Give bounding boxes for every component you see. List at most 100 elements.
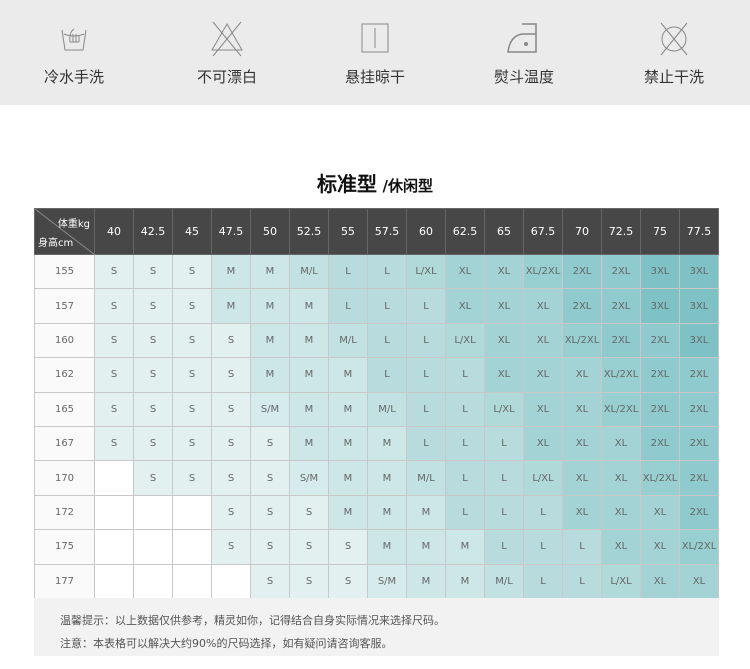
size-cell: [172, 529, 212, 565]
size-cell: L: [367, 253, 407, 290]
size-cell: S: [289, 494, 329, 531]
size-cell: S/M: [367, 563, 407, 599]
footer-notes: 温馨提示：以上数据仅供参考，精灵如你，记得结合自身实际情况来选择尺码。 注意：本…: [34, 598, 719, 656]
weight-header: 72.5: [601, 208, 641, 255]
hand-wash-icon: [61, 28, 87, 51]
size-cell: S: [94, 391, 134, 427]
size-cell: XL: [601, 494, 641, 531]
size-cell: XL: [601, 460, 641, 496]
size-cell: M: [289, 357, 329, 393]
size-cell: XL: [640, 529, 680, 565]
size-cell: M: [367, 494, 407, 531]
size-cell: 2XL: [562, 253, 602, 290]
size-cell: S: [94, 425, 134, 462]
size-cell: 2XL: [679, 425, 719, 462]
size-cell: L: [445, 460, 485, 496]
size-cell: M: [406, 529, 446, 565]
size-cell: M: [406, 563, 446, 599]
weight-header: 57.5: [367, 208, 407, 255]
size-cell: S: [250, 460, 290, 496]
size-cell: S: [328, 529, 368, 565]
size-cell: S/M: [289, 460, 329, 496]
size-cell: S: [172, 357, 212, 393]
size-cell: M: [289, 391, 329, 427]
size-cell: M: [250, 322, 290, 359]
size-cell: XL: [484, 288, 524, 324]
size-cell: M: [328, 460, 368, 496]
weight-header: 50: [250, 208, 290, 255]
size-cell: M: [289, 288, 329, 324]
size-cell: XL: [523, 288, 563, 324]
size-cell: XL: [484, 357, 524, 393]
size-cell: S: [250, 425, 290, 462]
size-cell: [94, 494, 134, 531]
height-cell: 167: [34, 425, 95, 462]
size-cell: S: [172, 460, 212, 496]
size-cell: 2XL: [640, 357, 680, 393]
size-cell: M: [328, 357, 368, 393]
weight-header: 60: [406, 208, 446, 255]
size-cell: L: [367, 288, 407, 324]
size-cell: M: [445, 529, 485, 565]
weight-header: 77.5: [679, 208, 719, 255]
size-cell: S: [133, 460, 173, 496]
size-cell: S: [250, 529, 290, 565]
table-row: 165 S S S S S/M M M M/L L L L/XL XL XL XL/2XL 2XL 2XL: [34, 391, 719, 427]
size-cell: L: [406, 425, 446, 462]
weight-header: 70: [562, 208, 602, 255]
care-instructions-bar: 冷水手洗 不可漂白 悬挂晾干 熨斗温度 禁止干洗: [0, 0, 750, 105]
size-cell: 2XL: [562, 288, 602, 324]
size-cell: S: [94, 357, 134, 393]
height-cell: 177: [34, 563, 95, 599]
size-cell: M: [289, 322, 329, 359]
no-bleach-icon: [211, 21, 243, 57]
size-cell: 2XL: [601, 253, 641, 290]
height-cell: 175: [34, 529, 95, 565]
size-cell: [133, 494, 173, 531]
size-cell: XL/2XL: [562, 322, 602, 359]
title-sub: /休闲型: [382, 177, 434, 195]
size-cell: 3XL: [679, 288, 719, 324]
size-cell: 2XL: [640, 322, 680, 359]
size-cell: S: [133, 288, 173, 324]
size-cell: XL: [523, 357, 563, 393]
size-cell: L: [523, 494, 563, 531]
size-cell: XL: [601, 425, 641, 462]
size-cell: XL/2XL: [640, 460, 680, 496]
note-text: 注意：本表格可以解决大约90%的尺码选择，如有疑问请咨询客服。: [60, 637, 393, 650]
size-cell: M: [406, 494, 446, 531]
table-row: 175 S S S S M M M L L L XL XL XL/2XL: [34, 529, 719, 565]
size-cell: L: [523, 563, 563, 599]
size-cell: L: [406, 322, 446, 359]
size-cell: S: [172, 391, 212, 427]
size-chart-table: 体重kg 身高cm 40 42.5 45 47.5 50 52.5 55 57.5 60 62.5…: [34, 208, 719, 599]
care-item-iron: 熨斗温度: [464, 20, 584, 87]
size-cell: L: [484, 425, 524, 462]
size-cell: M: [250, 357, 290, 393]
size-cell: [133, 563, 173, 599]
size-cell: M/L: [367, 391, 407, 427]
size-cell: [94, 529, 134, 565]
size-cell: 2XL: [601, 322, 641, 359]
size-cell: L/XL: [601, 563, 641, 599]
care-label: 不可漂白: [196, 68, 257, 86]
table-row: 157 S S S M M M L L L XL XL XL 2XL 2XL 3XL 3XL: [34, 288, 719, 324]
table-row: 155 S S S M M M/L L L L/XL XL XL XL/2XL 2XL 2XL 3XL 3XL: [34, 253, 719, 290]
size-cell: L: [562, 529, 602, 565]
size-cell: 2XL: [679, 494, 719, 531]
size-cell: 3XL: [640, 288, 680, 324]
care-item-hand-wash: 冷水手洗: [14, 20, 134, 87]
care-label: 熨斗温度: [493, 68, 554, 86]
size-cell: M/L: [328, 322, 368, 359]
weight-header: 67.5: [523, 208, 563, 255]
size-cell: XL: [562, 425, 602, 462]
size-cell: S: [211, 529, 251, 565]
table-row: 162 S S S S M M M L L L XL XL XL XL/2XL 2XL 2XL: [34, 357, 719, 393]
size-cell: M: [328, 494, 368, 531]
size-cell: S: [289, 529, 329, 565]
weight-header: 45: [172, 208, 212, 255]
care-label: 悬挂晾干: [344, 68, 405, 86]
size-cell: L: [328, 253, 368, 290]
size-cell: S: [133, 322, 173, 359]
size-cell: 2XL: [679, 357, 719, 393]
